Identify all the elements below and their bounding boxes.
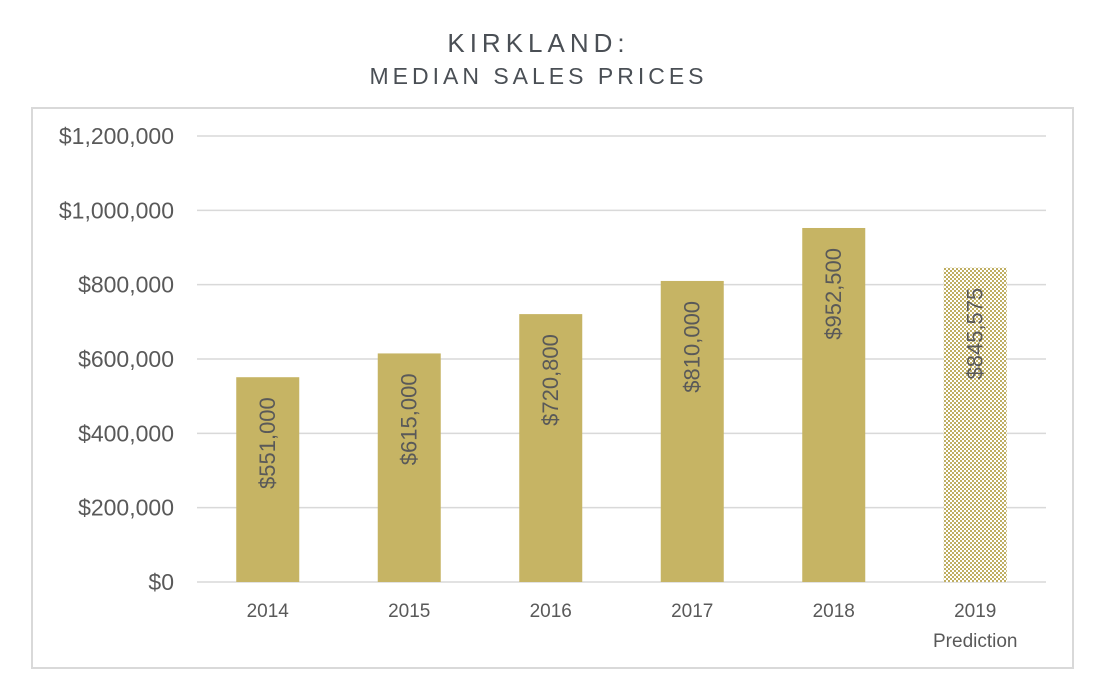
x-tick-sublabel: Prediction bbox=[933, 631, 1018, 652]
y-tick-label: $200,000 bbox=[78, 495, 174, 521]
x-tick-label: 2018 bbox=[813, 601, 855, 622]
bar-2018 bbox=[802, 227, 866, 583]
data-labels: $551,000 $615,000 $720,800 $810,000 $952,500… bbox=[255, 248, 988, 489]
x-tick-label: 2019 bbox=[954, 601, 996, 622]
chart-title-line1: KIRKLAND: bbox=[447, 28, 630, 58]
data-label: $845,575 bbox=[963, 288, 988, 380]
bar-2014 bbox=[236, 377, 300, 582]
y-tick-label: $800,000 bbox=[78, 272, 174, 298]
x-axis-ticks: 2014 2015 2016 2017 2018 2019 Prediction bbox=[247, 601, 1018, 652]
data-label: $551,000 bbox=[255, 397, 280, 489]
y-tick-label: $600,000 bbox=[78, 346, 174, 372]
bar-2016 bbox=[519, 314, 583, 582]
bar-2017 bbox=[660, 280, 724, 582]
data-label: $615,000 bbox=[397, 373, 422, 465]
x-tick-label: 2016 bbox=[530, 601, 572, 622]
data-label: $952,500 bbox=[821, 248, 846, 340]
data-label: $720,800 bbox=[538, 334, 563, 426]
bar-2015 bbox=[377, 353, 441, 582]
y-tick-label: $0 bbox=[148, 569, 174, 595]
y-tick-label: $1,200,000 bbox=[59, 123, 174, 149]
chart-frame bbox=[31, 107, 1074, 669]
y-axis-ticks: $0 $200,000 $400,000 $600,000 $800,000 $1,000… bbox=[59, 123, 174, 595]
chart-title-line2: MEDIAN SALES PRICES bbox=[369, 63, 708, 89]
data-label: $810,000 bbox=[680, 301, 705, 393]
x-tick-label: 2017 bbox=[671, 601, 713, 622]
bars bbox=[236, 227, 1007, 583]
x-tick-label: 2014 bbox=[247, 601, 290, 622]
x-tick-label: 2015 bbox=[388, 601, 430, 622]
y-tick-label: $400,000 bbox=[78, 420, 174, 446]
bar-2019 bbox=[943, 267, 1007, 582]
y-tick-label: $1,000,000 bbox=[59, 197, 174, 223]
gridlines bbox=[197, 135, 1046, 583]
chart-title: KIRKLAND: MEDIAN SALES PRICES bbox=[0, 26, 1077, 92]
